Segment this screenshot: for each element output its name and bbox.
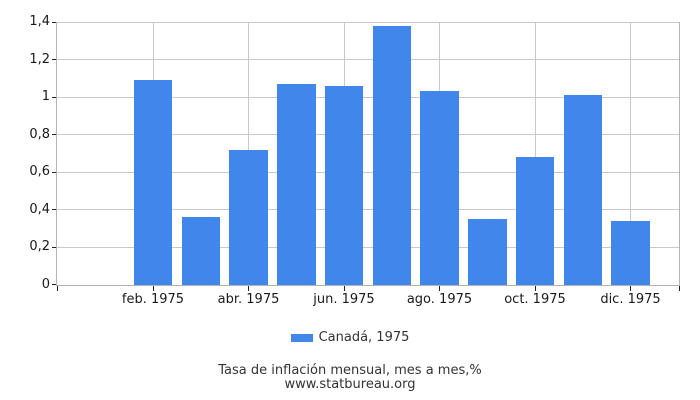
inflation-bar bbox=[324, 85, 364, 285]
x-axis-tick bbox=[343, 285, 345, 291]
x-axis-tick bbox=[534, 285, 536, 291]
y-gridline bbox=[57, 171, 679, 173]
x-axis-label: jun. 1975 bbox=[313, 291, 375, 307]
x-gridline bbox=[630, 22, 631, 285]
inflation-bar bbox=[420, 91, 459, 285]
y-axis-label: 1,2 bbox=[29, 51, 50, 67]
inflation-bar bbox=[277, 83, 316, 285]
x-axis-tick bbox=[630, 285, 631, 291]
source-url: www.statbureau.org bbox=[284, 376, 416, 392]
x-axis-end-tick bbox=[678, 285, 680, 291]
y-axis-label: 0 bbox=[41, 276, 50, 292]
legend-color-swatch bbox=[290, 333, 313, 342]
inflation-bar bbox=[515, 157, 555, 285]
x-axis-label: ago. 1975 bbox=[406, 291, 473, 307]
legend-label: Canadá, 1975 bbox=[318, 330, 410, 345]
y-axis-label: 0,4 bbox=[29, 201, 50, 217]
y-gridline bbox=[57, 209, 679, 210]
x-axis-label: dic. 1975 bbox=[600, 291, 661, 307]
plot-right-border bbox=[679, 22, 680, 286]
y-gridline bbox=[57, 59, 679, 60]
y-axis-tick bbox=[52, 96, 57, 98]
y-axis-tick bbox=[52, 21, 57, 23]
x-axis-tick bbox=[248, 285, 249, 291]
x-axis-label: oct. 1975 bbox=[504, 291, 566, 307]
x-axis-label: abr. 1975 bbox=[217, 291, 280, 307]
inflation-bar bbox=[229, 149, 268, 285]
y-axis-label: 0,2 bbox=[29, 239, 50, 254]
y-axis-tick bbox=[52, 284, 57, 285]
y-gridline bbox=[57, 96, 679, 98]
y-axis-label: 1,4 bbox=[29, 14, 50, 29]
y-axis-tick bbox=[52, 134, 57, 135]
inflation-bar bbox=[372, 25, 411, 285]
y-axis-line bbox=[56, 22, 57, 286]
x-axis-label: feb. 1975 bbox=[121, 291, 185, 307]
x-axis-end-tick bbox=[56, 285, 58, 291]
y-axis-tick bbox=[52, 246, 57, 248]
x-axis-tick bbox=[439, 285, 440, 291]
y-axis-label: 0,8 bbox=[29, 126, 50, 142]
chart-title: Tasa de inflación mensual, mes a mes,% bbox=[218, 363, 482, 378]
x-gridline bbox=[534, 22, 536, 285]
y-axis-tick bbox=[52, 171, 57, 173]
legend: Canadá, 1975 bbox=[0, 330, 700, 345]
y-axis-tick bbox=[52, 59, 57, 60]
x-axis-line bbox=[56, 284, 680, 286]
inflation-bar bbox=[468, 218, 507, 285]
x-axis-tick bbox=[152, 285, 154, 291]
chart-footer: Tasa de inflación mensual, mes a mes,% w… bbox=[0, 364, 700, 391]
y-gridline bbox=[57, 21, 679, 23]
y-gridline bbox=[57, 134, 679, 135]
inflation-bar bbox=[611, 220, 650, 285]
inflation-bar bbox=[181, 217, 220, 285]
y-axis-tick bbox=[52, 209, 57, 210]
inflation-bar bbox=[133, 80, 173, 285]
y-axis-label: 1 bbox=[41, 89, 50, 104]
y-gridline bbox=[57, 246, 679, 248]
inflation-bar bbox=[563, 95, 602, 285]
y-axis-label: 0,6 bbox=[29, 164, 50, 179]
